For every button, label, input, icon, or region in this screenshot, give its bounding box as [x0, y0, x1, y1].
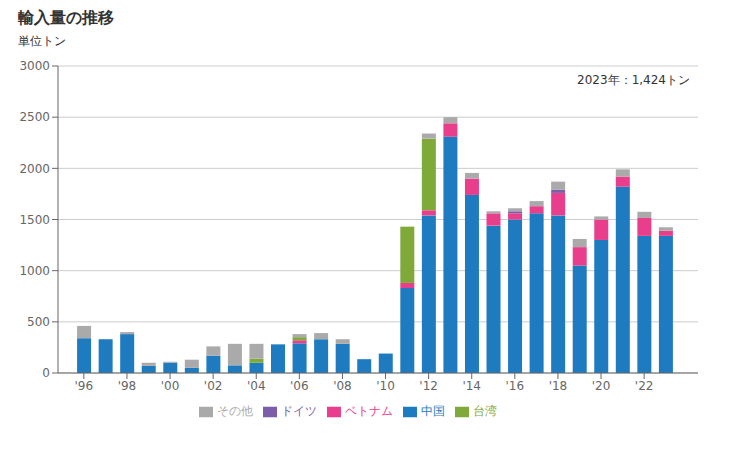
html-text:中国: 中国	[421, 404, 445, 418]
svg-text:'14: '14	[462, 379, 481, 393]
html-text:2023年：1,424トン: 2023年：1,424トン	[577, 73, 690, 87]
html-text:輸入量の推移: 輸入量の推移	[18, 8, 114, 27]
svg-text:'02: '02	[204, 379, 223, 393]
svg-text:3000: 3000	[19, 59, 50, 73]
html-text:ベトナム: ベトナム	[345, 404, 393, 418]
svg-text:2500: 2500	[19, 110, 50, 124]
svg-text:'20: '20	[592, 379, 611, 393]
svg-text:'22: '22	[635, 379, 654, 393]
html-text:単位トン: 単位トン	[18, 34, 66, 48]
svg-text:'96: '96	[75, 379, 94, 393]
svg-text:'18: '18	[549, 379, 568, 393]
svg-text:'08: '08	[333, 379, 352, 393]
svg-text:'98: '98	[118, 379, 137, 393]
svg-text:'06: '06	[290, 379, 309, 393]
svg-text:1500: 1500	[19, 213, 50, 227]
svg-text:500: 500	[27, 315, 50, 329]
svg-text:'04: '04	[247, 379, 266, 393]
html-text:その他: その他	[217, 404, 253, 418]
svg-text:1000: 1000	[19, 264, 50, 278]
svg-text:0: 0	[42, 366, 50, 380]
svg-text:'00: '00	[161, 379, 180, 393]
html-text:台湾: 台湾	[473, 404, 497, 418]
svg-text:'12: '12	[419, 379, 438, 393]
svg-text:2000: 2000	[19, 162, 50, 176]
html-text:ドイツ: ドイツ	[281, 404, 317, 418]
svg-text:'10: '10	[376, 379, 395, 393]
svg-text:'16: '16	[506, 379, 525, 393]
